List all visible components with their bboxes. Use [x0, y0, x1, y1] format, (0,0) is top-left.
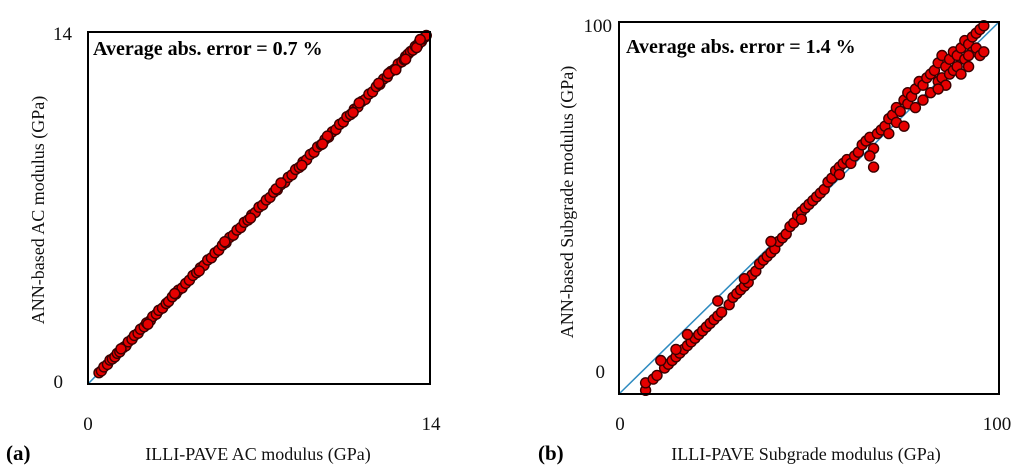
data-point-a-101 [142, 318, 154, 330]
x-tick-right-b: 100 [983, 414, 1012, 435]
data-point-a-109 [347, 106, 359, 119]
x-axis-label-a: ILLI-PAVE AC modulus (GPa) [145, 444, 371, 465]
points-b [639, 20, 990, 396]
data-point-a-102 [168, 287, 181, 300]
data-point-a-117 [390, 63, 402, 76]
data-point-b-118 [655, 354, 667, 367]
data-point-b-68 [894, 105, 906, 118]
y-axis-label-a: ANN-based AC modulus (GPa) [28, 96, 49, 324]
plot-frame-a [87, 31, 431, 385]
data-point-b-115 [738, 273, 751, 285]
chart-b: Average abs. error = 1.4 % 100 0 0 100 I… [538, 16, 1011, 465]
data-point-b-19 [715, 306, 728, 318]
data-point-b-110 [898, 120, 910, 132]
x-tick-right-a: 14 [422, 414, 442, 435]
annotation-b: Average abs. error = 1.4 % [626, 36, 856, 58]
data-point-a-100 [115, 343, 127, 355]
y-tick-bottom-a: 0 [54, 372, 64, 393]
chart-a: Average abs. error = 0.7 % 14 0 0 14 ILL… [6, 24, 441, 465]
data-point-b-99 [962, 60, 975, 73]
plot-frame-b [618, 21, 1000, 395]
data-point-a-104 [219, 235, 231, 248]
x-tick-left-a: 0 [83, 414, 93, 435]
data-point-b-119 [670, 343, 682, 356]
data-point-b-116 [712, 295, 724, 307]
points-a [93, 29, 432, 379]
data-point-b-111 [864, 150, 876, 162]
panel-label-b: (b) [538, 441, 564, 465]
y-tick-top-b: 100 [584, 16, 613, 37]
y-axis-label-b: ANN-based Subgrade modulus (GPa) [557, 66, 578, 338]
data-point-b-74 [909, 101, 922, 114]
data-point-a-105 [244, 212, 257, 224]
x-axis-label-b: ILLI-PAVE Subgrade modulus (GPa) [671, 444, 940, 465]
data-point-a-119 [414, 33, 426, 46]
data-point-b-77 [917, 94, 929, 106]
y-tick-bottom-b: 0 [596, 362, 606, 383]
data-point-b-95 [955, 68, 967, 80]
panel-label-a: (a) [6, 441, 31, 465]
y-tick-top-a: 14 [53, 24, 73, 45]
data-point-a-118 [399, 53, 412, 65]
data-point-a-113 [275, 177, 287, 189]
data-point-b-63 [883, 127, 895, 140]
data-point-a-115 [353, 97, 365, 109]
data-point-b-106 [978, 20, 990, 32]
data-point-b-114 [765, 235, 777, 248]
data-point-b-3 [651, 369, 663, 382]
data-point-b-58 [867, 161, 880, 173]
annotation-a: Average abs. error = 0.7 % [93, 38, 323, 60]
data-point-a-110 [373, 77, 385, 90]
data-point-b-107 [978, 46, 990, 58]
data-point-b-108 [962, 49, 975, 62]
data-point-b-113 [795, 213, 808, 225]
data-point-a-107 [296, 159, 308, 172]
x-tick-left-b: 0 [615, 414, 625, 435]
data-point-b-112 [833, 168, 846, 181]
data-point-a-103 [193, 265, 205, 277]
data-point-b-109 [932, 83, 944, 95]
data-point-a-114 [316, 138, 329, 150]
data-point-b-117 [681, 328, 694, 341]
